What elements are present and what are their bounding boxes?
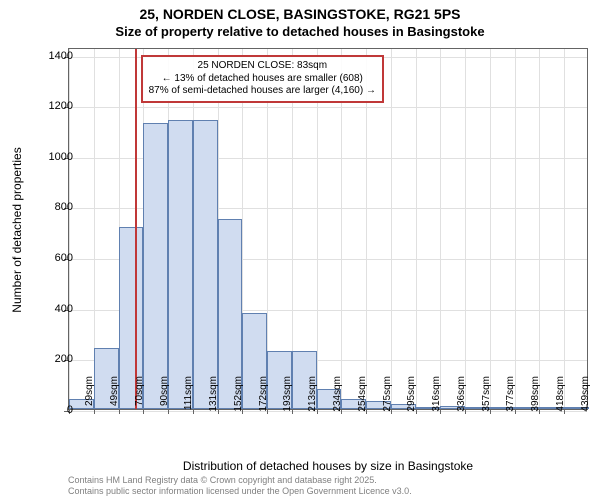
- x-tick-label: 70sqm: [134, 376, 145, 416]
- annotation-line-1: 25 NORDEN CLOSE: 83sqm: [149, 60, 376, 73]
- y-tick-label: 1200: [49, 100, 73, 112]
- x-tick-label: 131sqm: [208, 376, 219, 416]
- chart-title-sub: Size of property relative to detached ho…: [0, 24, 600, 39]
- x-tick-label: 418sqm: [555, 376, 566, 416]
- x-tick-label: 254sqm: [357, 376, 368, 416]
- gridline-v: [564, 49, 565, 409]
- chart-container: 25, NORDEN CLOSE, BASINGSTOKE, RG21 5PS …: [0, 0, 600, 500]
- footer-line-1: Contains HM Land Registry data © Crown c…: [68, 475, 412, 486]
- x-tick-label: 275sqm: [382, 376, 393, 416]
- footer-line-2: Contains public sector information licen…: [68, 486, 412, 497]
- gridline-v: [317, 49, 318, 409]
- x-tick-label: 439sqm: [580, 376, 591, 416]
- gridline-v: [465, 49, 466, 409]
- x-axis-title: Distribution of detached houses by size …: [68, 459, 588, 473]
- gridline-v: [440, 49, 441, 409]
- annotation-line-3: 87% of semi-detached houses are larger (…: [149, 85, 376, 98]
- annotation-box: 25 NORDEN CLOSE: 83sqm← 13% of detached …: [141, 55, 384, 103]
- plot-area: 25 NORDEN CLOSE: 83sqm← 13% of detached …: [68, 48, 588, 410]
- annotation-line-2: ← 13% of detached houses are smaller (60…: [149, 73, 376, 86]
- x-tick-label: 398sqm: [530, 376, 541, 416]
- gridline-v: [341, 49, 342, 409]
- y-tick-label: 1000: [49, 151, 73, 163]
- y-tick-label: 200: [55, 353, 73, 365]
- gridline-v: [515, 49, 516, 409]
- gridline-h: [69, 107, 587, 108]
- x-tick-label: 49sqm: [109, 376, 120, 416]
- y-tick-label: 800: [55, 201, 73, 213]
- histogram-bar: [143, 123, 168, 409]
- x-tick-label: 377sqm: [505, 376, 516, 416]
- x-tick-label: 213sqm: [307, 376, 318, 416]
- y-tick-label: 400: [55, 303, 73, 315]
- x-tick-label: 172sqm: [258, 376, 269, 416]
- gridline-v: [391, 49, 392, 409]
- y-tick-label: 0: [67, 404, 73, 416]
- reference-line: [135, 49, 137, 409]
- gridline-v: [366, 49, 367, 409]
- x-tick-label: 357sqm: [481, 376, 492, 416]
- x-tick-label: 234sqm: [332, 376, 343, 416]
- x-tick-label: 336sqm: [456, 376, 467, 416]
- x-tick-label: 316sqm: [431, 376, 442, 416]
- histogram-bar: [168, 120, 193, 409]
- x-tick-label: 193sqm: [282, 376, 293, 416]
- x-tick-label: 111sqm: [183, 376, 194, 416]
- y-tick-label: 600: [55, 252, 73, 264]
- histogram-bar: [193, 120, 218, 409]
- chart-title-main: 25, NORDEN CLOSE, BASINGSTOKE, RG21 5PS: [0, 6, 600, 22]
- gridline-v: [490, 49, 491, 409]
- x-tick-label: 295sqm: [406, 376, 417, 416]
- x-tick-label: 90sqm: [159, 376, 170, 416]
- x-tick-label: 152sqm: [233, 376, 244, 416]
- y-axis-title: Number of detached properties: [10, 147, 24, 312]
- gridline-v: [416, 49, 417, 409]
- y-tick-label: 1400: [49, 50, 73, 62]
- x-tick-label: 29sqm: [84, 376, 95, 416]
- footer-note: Contains HM Land Registry data © Crown c…: [68, 475, 412, 497]
- gridline-v: [539, 49, 540, 409]
